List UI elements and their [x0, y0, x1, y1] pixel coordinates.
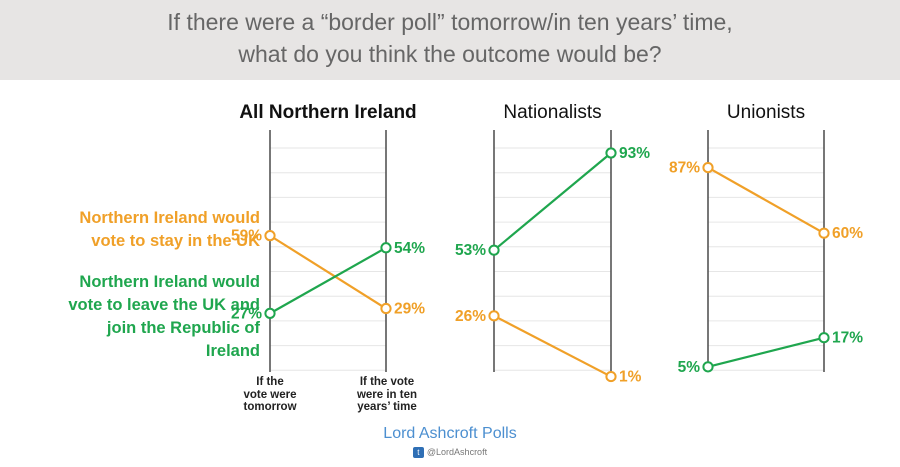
x-label-tomorrow-line-2: vote were	[243, 388, 297, 401]
x-label-ten-years-line-1: If the vote	[359, 376, 415, 388]
data-label: 60%	[832, 225, 863, 242]
data-label: 17%	[832, 330, 863, 347]
data-label: 27%	[231, 305, 262, 322]
data-label: 5%	[678, 359, 701, 376]
legend-leave-line-4: Ireland	[205, 342, 260, 360]
data-point	[488, 310, 500, 322]
data-label: 87%	[669, 160, 700, 177]
legend-stay-line-1: Northern Ireland would	[79, 209, 260, 227]
panel-title: All Northern Ireland	[239, 102, 416, 123]
data-point	[605, 370, 617, 383]
x-label-tomorrow-line-1: If the	[256, 376, 284, 388]
data-point	[264, 230, 276, 242]
chart-title-line-1: If there were a “border poll” tomorrow/i…	[167, 9, 733, 35]
series-line	[493, 314, 612, 378]
data-label: 59%	[231, 228, 262, 245]
x-label-ten-years-line-2: were in ten	[356, 388, 418, 401]
x-label-ten-years: If the vote were in ten years’ time	[342, 376, 432, 414]
data-point	[264, 307, 276, 319]
data-label: 29%	[394, 301, 425, 318]
data-point	[818, 227, 830, 239]
panel-title: Unionists	[727, 102, 805, 123]
series-line	[269, 246, 387, 315]
legend-leave-line-3: join the Republic of	[106, 319, 260, 337]
title-band: If there were a “border poll” tomorrow/i…	[0, 0, 900, 80]
data-point	[702, 361, 714, 373]
brand-handle-row[interactable]: t @LordAshcroft	[0, 447, 900, 459]
data-point	[488, 244, 500, 256]
x-label-tomorrow: If the vote were tomorrow	[225, 376, 315, 414]
data-label: 1%	[619, 369, 642, 386]
twitter-icon: t	[412, 447, 424, 459]
brand-handle: @LordAshcroft	[426, 447, 488, 457]
panel-title: Nationalists	[503, 102, 601, 123]
legend-leave-line-2: vote to leave the UK and	[68, 296, 260, 314]
data-label: 53%	[455, 242, 486, 259]
data-point	[702, 161, 714, 174]
data-label: 93%	[619, 145, 650, 162]
data-point	[380, 242, 392, 254]
brand-name: Lord Ashcroft Polls	[383, 425, 517, 442]
series-line	[707, 166, 825, 235]
series-line	[493, 152, 612, 252]
legend-stay-line-2: vote to stay in the UK	[91, 232, 260, 250]
data-label: 54%	[394, 240, 425, 257]
data-point	[380, 302, 392, 315]
chart-title-line-2: what do you think the outcome would be?	[238, 41, 662, 67]
data-point	[605, 147, 617, 159]
legend-leave: Northern Ireland would vote to leave the…	[68, 271, 260, 363]
legend-stay: Northern Ireland would vote to stay in t…	[79, 207, 260, 253]
x-label-tomorrow-line-3: tomorrow	[243, 401, 297, 413]
data-label: 26%	[455, 308, 486, 325]
x-label-ten-years-line-3: years’ time	[357, 401, 417, 413]
series-line	[707, 336, 825, 368]
legend-leave-line-1: Northern Ireland would	[79, 273, 260, 291]
series-line	[269, 234, 387, 310]
data-point	[818, 332, 830, 344]
